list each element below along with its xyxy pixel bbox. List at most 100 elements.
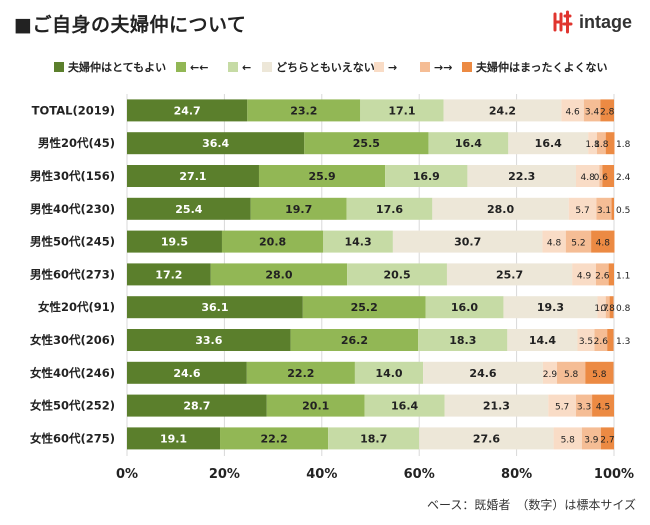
bar-segment <box>597 296 606 319</box>
data-label: 0.6 <box>594 173 609 183</box>
data-label: 22.3 <box>508 170 535 183</box>
bar-segment <box>127 361 247 384</box>
legend-swatch <box>420 62 430 72</box>
page-title: ■ご自身の夫婦仲について <box>14 14 247 36</box>
data-label: 5.8 <box>564 370 579 380</box>
bar-segment <box>542 361 558 384</box>
data-label: 1.3 <box>616 337 630 347</box>
category-label: 女性20代(91) <box>38 300 115 314</box>
bar-segment <box>360 99 444 122</box>
data-label: 4.8 <box>581 173 596 183</box>
bar-segment <box>127 132 305 155</box>
x-axis: 0% 20% 40% 60% 80% 100% <box>116 467 634 482</box>
data-label: 25.7 <box>496 268 523 281</box>
data-label: 5.8 <box>592 370 607 380</box>
bar-segment <box>364 394 445 417</box>
x-tick-label: 20% <box>209 467 240 482</box>
bar-segment <box>127 197 251 220</box>
bar-segment <box>599 165 603 187</box>
bar-segment <box>127 263 211 286</box>
bar-segment <box>443 99 562 122</box>
bar-segment <box>542 230 566 253</box>
footnote: ベース：既婚者 （数字）は標本サイズ <box>426 498 636 512</box>
data-label: 4.8 <box>596 239 611 249</box>
category-label: 男性60代(273) <box>30 267 115 281</box>
bar-segment <box>304 132 429 155</box>
data-label: 28.0 <box>487 203 514 216</box>
intage-logo-icon <box>553 10 573 34</box>
bar-segment <box>385 165 468 187</box>
bar-segment <box>127 296 303 319</box>
chart-legend: 夫婦仲はとてもよい ←← ← どちらともいえない → →→ 夫婦仲はまったくよくない <box>54 60 608 74</box>
category-label: 男性20代(45) <box>38 136 115 150</box>
data-label: 5.2 <box>571 239 585 249</box>
bar-segment <box>585 361 614 384</box>
bar-segment <box>246 361 355 384</box>
data-label: 2.7 <box>600 435 614 445</box>
data-label: 14.0 <box>375 367 402 380</box>
bar-segment <box>290 329 419 351</box>
chart-row: TOTAL(2019) 24.7 23.2 17.1 24.2 4.6 3.4 2.8 <box>32 99 615 122</box>
bar-segment <box>221 230 324 253</box>
bar-segment <box>247 99 361 122</box>
data-label: 18.3 <box>449 334 476 347</box>
bar-segment <box>561 99 584 122</box>
data-label: 23.2 <box>290 104 317 117</box>
intage-logo: intage <box>551 10 632 34</box>
bar-segment <box>605 132 615 155</box>
data-label: 19.1 <box>160 432 187 445</box>
x-tick-label: 60% <box>404 467 435 482</box>
chart-row: 女性50代(252) 28.7 20.1 16.4 21.3 5.7 3.3 4.5 <box>30 394 614 417</box>
bar-segment <box>507 329 578 351</box>
legend-label: どちらともいえない <box>276 61 375 74</box>
data-label: 19.3 <box>537 301 564 314</box>
bar-segment <box>423 361 543 384</box>
bar-segment <box>596 132 606 155</box>
legend-swatch <box>54 62 64 72</box>
logo-text: intage <box>578 11 632 32</box>
bar-segment <box>576 165 600 187</box>
stacked-bar-chart: 夫婦仲はとてもよい ←← ← どちらともいえない → →→ 夫婦仲はまったくよくない TOT… <box>30 60 634 482</box>
bar-segment <box>220 427 329 450</box>
data-label: 27.1 <box>179 170 206 183</box>
legend-label: → <box>388 61 397 74</box>
bar-segment <box>600 99 614 122</box>
bar-segment <box>594 329 608 351</box>
bar-segment <box>127 165 259 187</box>
data-label: 17.2 <box>155 268 182 281</box>
data-label: 4.6 <box>565 107 580 117</box>
legend-label: ← <box>242 61 251 74</box>
legend-item: どちらともいえない <box>262 61 375 74</box>
chart-row: 男性60代(273) 17.2 28.0 20.5 25.7 4.9 2.6 1.1 <box>30 263 630 286</box>
data-label: 25.9 <box>308 170 335 183</box>
chart-row: 女性20代(91) 36.1 25.2 16.0 19.3 1.70.8 0.8 <box>38 296 631 319</box>
bar-segment <box>609 296 614 319</box>
bar-segment <box>600 427 614 450</box>
bar-segment <box>581 427 601 450</box>
category-label: 男性30代(156) <box>30 169 115 183</box>
data-label: 36.4 <box>202 137 229 150</box>
data-label: 2.8 <box>600 107 615 117</box>
bar-segment <box>444 394 549 417</box>
data-label: 16.9 <box>413 170 440 183</box>
legend-item: ← <box>228 61 251 74</box>
chart-row: 女性60代(275) 19.1 22.2 18.7 27.6 5.8 3.9 2.7 <box>30 427 615 450</box>
category-label: TOTAL(2019) <box>32 103 115 117</box>
data-label: 16.4 <box>391 400 418 413</box>
bar-segment <box>392 230 543 253</box>
bar-segment <box>127 427 221 450</box>
bar-segment <box>592 394 614 417</box>
category-label: 女性40代(246) <box>30 366 115 380</box>
bar-segment <box>266 394 365 417</box>
bar-segment <box>591 230 615 253</box>
bar-segment <box>127 329 291 351</box>
bar-segment <box>127 230 222 253</box>
data-label: 28.0 <box>265 268 292 281</box>
chart-row: 男性50代(245) 19.5 20.8 14.3 30.7 4.8 5.2 4.8 <box>30 230 615 253</box>
data-label: 24.2 <box>489 104 516 117</box>
data-label: 1.8 <box>594 140 609 150</box>
bar-segment <box>258 165 386 187</box>
legend-label: 夫婦仲はとてもよい <box>68 60 166 74</box>
category-label: 男性50代(245) <box>30 235 115 249</box>
x-tick-label: 0% <box>116 467 138 482</box>
